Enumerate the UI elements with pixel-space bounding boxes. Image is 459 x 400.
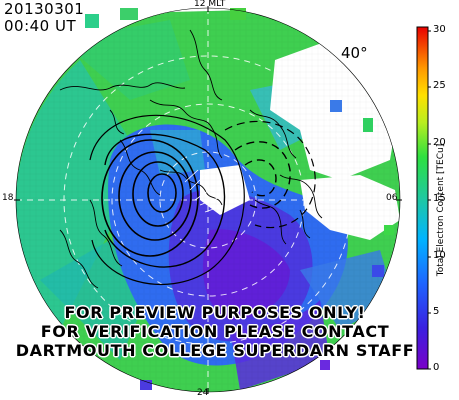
colorbar bbox=[416, 26, 429, 370]
colorbar-tick-label: 10 bbox=[433, 250, 446, 261]
convection-contours bbox=[89, 114, 316, 285]
watermark-line-1: FOR PREVIEW PURPOSES ONLY! bbox=[64, 303, 366, 322]
watermark-line-2: FOR VERIFICATION PLEASE CONTACT bbox=[40, 322, 390, 341]
mlt-label-bottom: 24 bbox=[197, 388, 209, 398]
watermark-line-3: DARTMOUTH COLLEGE SUPERDARN STAFF bbox=[15, 341, 415, 360]
edge-data-squares bbox=[85, 8, 394, 390]
latitude-label: 40° bbox=[341, 44, 368, 62]
colorbar-tick-label: 25 bbox=[433, 80, 446, 91]
colorbar-tick-label: 0 bbox=[433, 362, 440, 373]
mlt-ticks bbox=[14, 6, 402, 394]
colorbar-ticks bbox=[428, 30, 431, 370]
colorbar-tick-label: 30 bbox=[433, 24, 446, 35]
colorbar-tick-label: 15 bbox=[433, 193, 446, 204]
colorbar-tick-label: 20 bbox=[433, 137, 446, 148]
velocity-vectors bbox=[184, 169, 223, 213]
mlt-label-right: 06 bbox=[386, 193, 398, 203]
date-label: 20130301 bbox=[4, 0, 85, 18]
mlt-meridians bbox=[16, 8, 400, 392]
colorbar-tick-label: 5 bbox=[433, 306, 440, 317]
mlt-label-top: 12 MLT bbox=[194, 0, 226, 9]
colorbar-title: Total Electron Content [TECu] bbox=[436, 143, 446, 277]
time-label: 00:40 UT bbox=[4, 17, 77, 35]
mlt-label-left: 18 bbox=[2, 193, 14, 203]
